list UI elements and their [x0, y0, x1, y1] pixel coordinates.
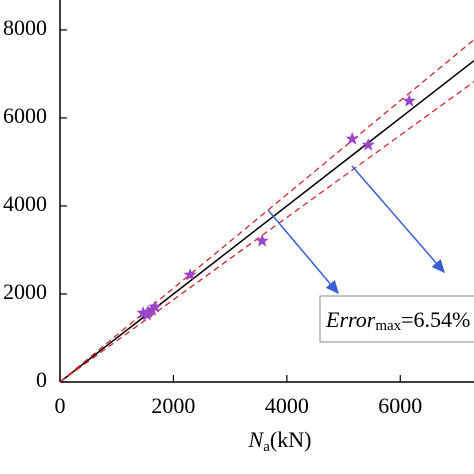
- y-tick-label: 8000: [3, 15, 47, 40]
- annotation-box: [319, 295, 474, 343]
- line: [59, 81, 474, 383]
- point: [345, 131, 359, 145]
- point: [140, 308, 154, 321]
- annotation: Errormax=6.54%: [325, 307, 470, 334]
- y-tick-label: 6000: [3, 103, 47, 128]
- y-tick-label: 0: [36, 367, 47, 392]
- y-tick-label: 4000: [3, 191, 47, 216]
- point: [402, 94, 416, 107]
- arrow: [267, 209, 339, 295]
- plot: 0 2000 4000 6000 0 2000 4000 6000 8000: [3, 0, 474, 418]
- y-tick-label: 2000: [3, 279, 47, 304]
- point: [361, 138, 375, 151]
- point: [183, 268, 197, 281]
- x-tick-label: 0: [55, 393, 66, 418]
- point: [255, 234, 269, 247]
- line: [59, 60, 474, 383]
- x-tick-label: 4000: [265, 393, 309, 418]
- point: [148, 300, 162, 313]
- x-axis-label: Na(kN): [248, 427, 312, 455]
- point: [136, 306, 150, 319]
- x-tick-label: 6000: [378, 393, 422, 418]
- x-tick-label: 2000: [151, 393, 195, 418]
- arrow: [351, 165, 445, 274]
